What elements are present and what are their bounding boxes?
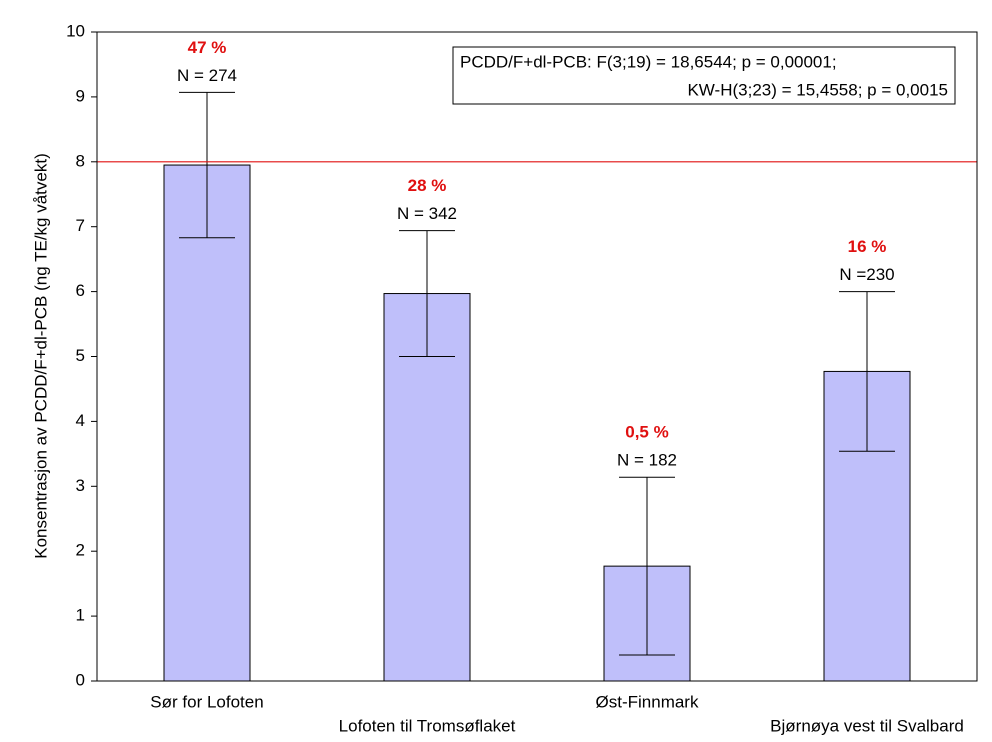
plot-frame [96, 31, 978, 682]
y-tick-label: 3 [76, 476, 85, 495]
y-axis-label: Konsentrasjon av PCDD/F+dl-PCB (ng TE/kg… [31, 153, 50, 559]
stats-text: PCDD/F+dl-PCB: F(3;19) = 18,6544; p = 0,… [460, 52, 837, 71]
y-tick-label: 10 [66, 21, 85, 40]
x-tick-label: Øst-Finnmark [596, 692, 699, 711]
percent-label: 16 % [848, 237, 887, 256]
stats-text: KW-H(3;23) = 15,4558; p = 0,0015 [687, 80, 948, 99]
x-tick-label: Bjørnøya vest til Svalbard [770, 716, 964, 735]
y-tick-label: 7 [76, 216, 85, 235]
y-tick-label: 4 [76, 411, 85, 430]
n-label: N =230 [839, 265, 894, 284]
n-label: N = 182 [617, 451, 677, 470]
n-label: N = 342 [397, 204, 457, 223]
x-tick-label: Sør for Lofoten [150, 692, 263, 711]
n-label: N = 274 [177, 66, 237, 85]
y-tick-label: 6 [76, 281, 85, 300]
y-tick-label: 9 [76, 86, 85, 105]
percent-label: 0,5 % [625, 423, 668, 442]
stats-box [452, 46, 956, 105]
y-tick-label: 2 [76, 541, 85, 560]
x-tick-label: Lofoten til Tromsøflaket [339, 716, 516, 735]
bar [383, 293, 471, 682]
bar [163, 164, 251, 682]
y-tick-label: 1 [76, 606, 85, 625]
y-tick-label: 0 [76, 670, 85, 689]
percent-label: 47 % [188, 38, 227, 57]
y-tick-label: 8 [76, 151, 85, 170]
y-tick-label: 5 [76, 346, 85, 365]
percent-label: 28 % [408, 176, 447, 195]
